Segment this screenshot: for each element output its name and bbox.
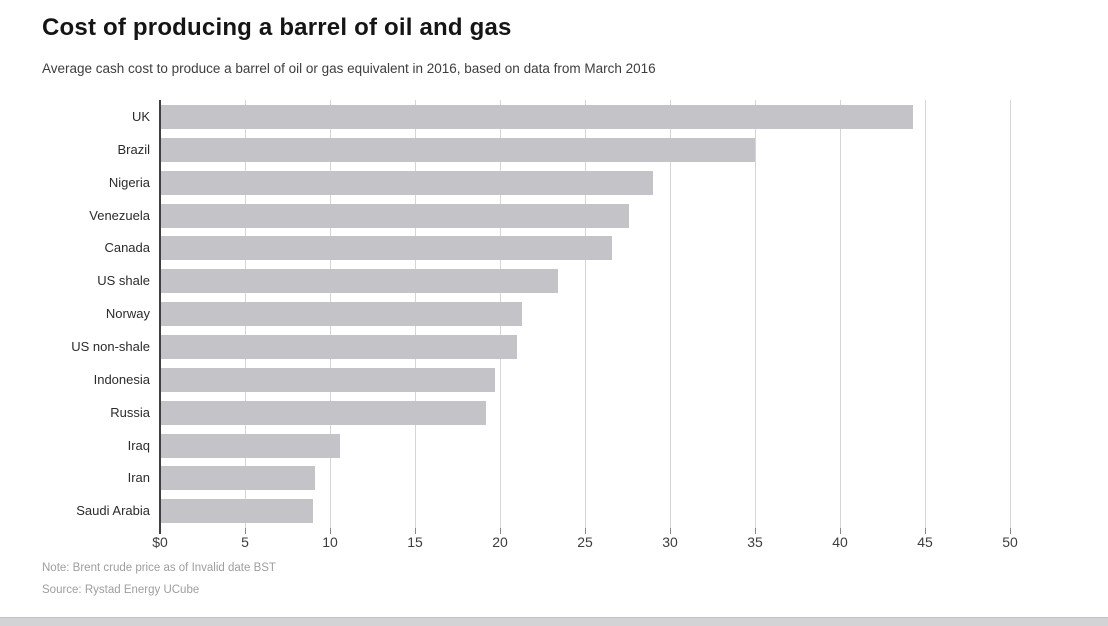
gridline-30 (670, 100, 671, 528)
x-tick-label: 45 (917, 534, 933, 550)
x-tick-label: 30 (662, 534, 678, 550)
bottom-divider-strip (0, 617, 1108, 626)
category-label-uk: UK (131, 109, 150, 124)
x-tick-label: 5 (241, 534, 249, 550)
x-tick-label: 25 (577, 534, 593, 550)
bar-indonesia (160, 368, 495, 392)
x-tick-label: 40 (832, 534, 848, 550)
y-axis-labels: UK Brazil Nigeria Venezuela Canada US shale No… (0, 100, 150, 528)
category-label-russia: Russia (110, 405, 150, 420)
bar-saudi-arabia (160, 499, 313, 523)
gridline-40 (840, 100, 841, 528)
bar-venezuela (160, 204, 629, 228)
bar-us-non-shale (160, 335, 517, 359)
bar-uk (160, 105, 913, 129)
category-label-venezuela: Venezuela (89, 208, 150, 223)
plot-area: $0 5 10 15 20 25 30 35 40 45 50 (152, 100, 1018, 550)
category-label-brazil: Brazil (117, 142, 150, 157)
chart-title: Cost of producing a barrel of oil and ga… (42, 14, 512, 41)
x-tick-label: 20 (492, 534, 508, 550)
bar-brazil (160, 138, 755, 162)
x-tick-label: $0 (152, 534, 168, 550)
x-tick-mark (925, 528, 926, 534)
x-tick-label: 15 (407, 534, 423, 550)
category-label-us-non-shale: US non-shale (71, 339, 150, 354)
chart-source: Source: Rystad Energy UCube (42, 584, 200, 596)
gridline-45 (925, 100, 926, 528)
x-tick-mark (670, 528, 671, 534)
category-label-canada: Canada (104, 240, 150, 255)
x-tick-mark (245, 528, 246, 534)
bar-nigeria (160, 171, 653, 195)
bar-us-shale (160, 269, 558, 293)
y-axis-line (159, 100, 161, 534)
x-tick-mark (585, 528, 586, 534)
x-tick-mark (840, 528, 841, 534)
x-tick-mark (1010, 528, 1011, 534)
bar-iran (160, 466, 315, 490)
x-tick-mark (330, 528, 331, 534)
x-tick-label: 35 (747, 534, 763, 550)
x-tick-label: 50 (1002, 534, 1018, 550)
category-label-indonesia: Indonesia (93, 372, 150, 387)
chart-note: Note: Brent crude price as of Invalid da… (42, 562, 276, 574)
chart-subtitle: Average cash cost to produce a barrel of… (42, 61, 656, 76)
category-label-norway: Norway (105, 306, 150, 321)
bar-russia (160, 401, 486, 425)
bar-norway (160, 302, 522, 326)
gridline-35 (755, 100, 756, 528)
bar-iraq (160, 434, 340, 458)
gridline-25 (585, 100, 586, 528)
category-label-iran: Iran (127, 470, 150, 485)
category-label-us-shale: US shale (97, 273, 150, 288)
x-tick-mark (415, 528, 416, 534)
x-tick-label: 10 (322, 534, 338, 550)
x-tick-mark (500, 528, 501, 534)
category-label-saudi-arabia: Saudi Arabia (76, 503, 150, 518)
category-label-nigeria: Nigeria (108, 175, 150, 190)
gridline-50 (1010, 100, 1011, 528)
bar-canada (160, 236, 612, 260)
category-label-iraq: Iraq (127, 438, 150, 453)
x-tick-mark (755, 528, 756, 534)
